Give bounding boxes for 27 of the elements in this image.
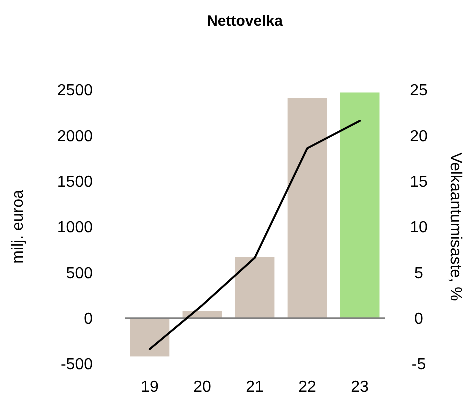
y-tick-label: 1500 [57,174,94,191]
x-tick-label: 21 [246,379,264,396]
line-series [148,120,362,350]
x-tick-label: 19 [141,379,159,396]
bar [130,318,170,357]
y2-tick-label: 25 [410,82,428,100]
y2-tick-label: 20 [410,128,428,146]
bar [235,257,275,318]
x-tick-label: 20 [194,379,212,396]
y-tick-label: 2500 [57,82,94,100]
y-tick-label: 0 [84,310,94,328]
y-axis-title: milj. euroa [10,190,27,264]
y2-tick-label: 0 [414,310,424,328]
y-tick-label: 500 [66,265,94,282]
y2-tick-label: -5 [412,356,426,374]
bar [340,92,380,318]
y2-tick-label: 15 [410,174,428,191]
y2-tick-label: 10 [410,220,428,237]
y2-axis-title: Velkaantumisaste, % [447,152,464,302]
y-tick-label: -500 [60,356,94,374]
x-tick-label: 23 [351,379,370,396]
y-tick-label: 2000 [57,128,94,146]
y2-tick-label: 5 [414,265,424,282]
y-tick-label: 1000 [57,220,94,237]
x-tick-label: 22 [298,379,317,396]
chart-title: Nettovelka [207,13,284,30]
bar [288,98,328,318]
